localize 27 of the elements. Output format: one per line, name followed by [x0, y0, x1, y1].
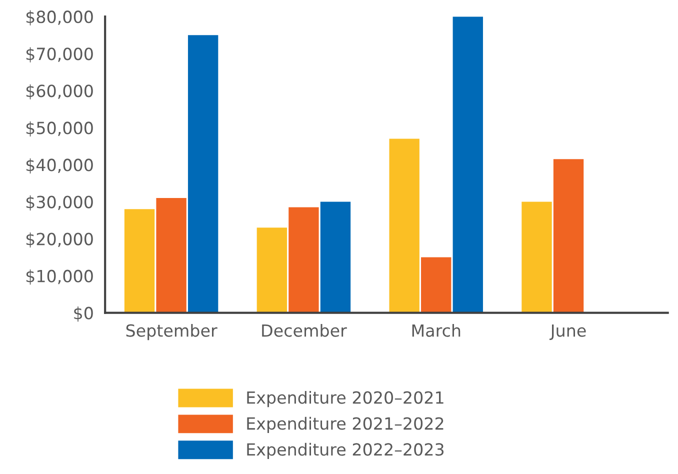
legend-label: Expenditure 2021–2022: [247, 416, 444, 434]
bar: [522, 202, 552, 313]
x-tick-label: March: [412, 324, 460, 337]
legend-label: Expenditure 2022–2023: [247, 442, 444, 459]
bar: [389, 138, 420, 313]
y-tick-label: $70,000: [26, 47, 93, 62]
y-tick-label: $60,000: [26, 84, 93, 100]
bar: [288, 207, 319, 313]
y-tick-label: $30,000: [26, 195, 93, 211]
bar: [553, 159, 584, 313]
x-tick-label: September: [126, 324, 218, 340]
bar: [421, 257, 452, 313]
y-tick-label: $80,000: [26, 10, 93, 26]
y-tick-label: $0: [74, 306, 93, 322]
bar: [188, 35, 218, 313]
y-tick-label: $50,000: [26, 121, 93, 136]
bar: [156, 198, 186, 313]
y-tick-label: $20,000: [26, 232, 93, 248]
bar: [124, 209, 155, 313]
y-tick-label: $10,000: [26, 269, 93, 285]
bar: [256, 228, 288, 313]
bar: [320, 202, 351, 313]
y-tick-label: $40,000: [26, 158, 93, 174]
bar: [452, 16, 483, 313]
x-tick-label: December: [262, 324, 347, 337]
legend-label: Expenditure 2020–2021: [247, 390, 444, 408]
x-tick-label: June: [550, 324, 586, 340]
